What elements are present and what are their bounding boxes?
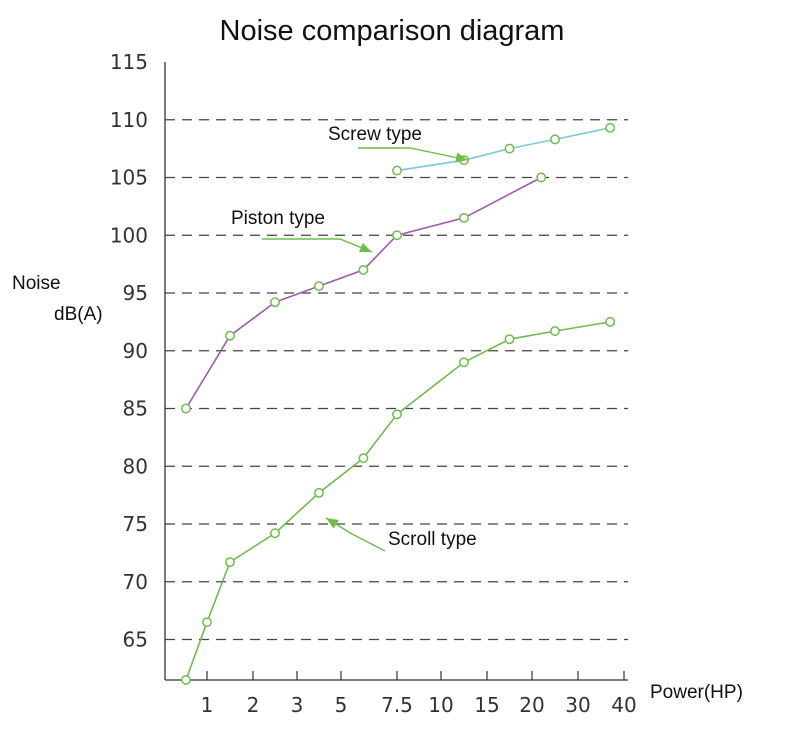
piston-type-point xyxy=(314,281,324,292)
x-tick-label: 20 xyxy=(519,693,544,717)
scroll-type-line xyxy=(185,321,611,681)
y-axis-label-line2: dB(A) xyxy=(54,304,103,325)
y-tick-label: 65 xyxy=(123,628,148,652)
x-tick-label: 15 xyxy=(474,693,499,717)
gridlines xyxy=(165,119,628,641)
y-tick-label: 75 xyxy=(123,512,148,536)
scroll-type-point xyxy=(358,453,369,464)
scroll-type-point xyxy=(314,487,324,498)
scroll-type-point xyxy=(202,617,212,628)
piston-type-point xyxy=(536,172,547,183)
piston-type-annotation: Piston type xyxy=(231,208,325,229)
y-tick-label: 110 xyxy=(110,108,148,132)
y-tick-label: 85 xyxy=(123,397,148,421)
screw-type-line xyxy=(396,127,611,172)
x-tick-label: 2 xyxy=(247,693,260,717)
series-layer xyxy=(181,122,616,685)
y-tick-label: 95 xyxy=(123,281,148,305)
piston-type-leader-line xyxy=(262,238,373,253)
x-tick-label: 3 xyxy=(291,693,304,717)
y-tick-label: 115 xyxy=(110,50,148,74)
screw-type-arrowhead xyxy=(455,152,468,163)
piston-type-point xyxy=(181,403,191,414)
piston-type-point xyxy=(270,297,280,308)
x-tick-label: 10 xyxy=(428,693,453,717)
piston-type-line xyxy=(185,176,542,409)
x-tick-label: 7.5 xyxy=(381,693,413,717)
y-tick-label: 70 xyxy=(123,570,148,594)
scroll-type-point xyxy=(504,334,515,345)
piston-type-arrowhead xyxy=(359,242,372,253)
piston-type-point xyxy=(459,212,469,223)
x-tick-label: 1 xyxy=(201,693,214,717)
y-axis-label-line1: Noise xyxy=(12,273,61,294)
screw-type-annotation: Screw type xyxy=(328,124,422,145)
piston-type-point xyxy=(392,230,402,241)
screw-type-point xyxy=(392,165,402,176)
chart-title: Noise comparison diagram xyxy=(220,15,565,47)
screw-type-point xyxy=(550,134,560,145)
screw-type-leader-line xyxy=(358,147,469,161)
x-tick-label: 30 xyxy=(565,693,590,717)
scroll-type-point xyxy=(270,528,280,539)
scroll-type-point xyxy=(181,674,191,685)
screw-type-point xyxy=(605,122,616,133)
annotations-layer: Screw type Piston type Scroll type xyxy=(231,124,477,552)
scroll-type-annotation: Scroll type xyxy=(388,529,477,550)
y-tick-label: 100 xyxy=(110,223,148,247)
scroll-type-point xyxy=(459,357,469,368)
screw-type-point xyxy=(504,143,515,154)
y-tick-label: 80 xyxy=(123,454,148,478)
piston-type-point xyxy=(358,264,369,275)
y-tick-label: 105 xyxy=(110,166,148,190)
scroll-type-arrowhead xyxy=(326,518,339,529)
piston-type-point xyxy=(225,330,235,341)
x-tick-label: 5 xyxy=(335,693,348,717)
axes: 65 70 75 80 85 90 95 100 105 110 115 1 2 3 5 7.5 10 15 20 3… xyxy=(110,50,637,717)
y-tick-label: 90 xyxy=(123,339,148,363)
scroll-type-point xyxy=(605,316,616,327)
scroll-type-point xyxy=(392,409,402,420)
scroll-type-point xyxy=(225,557,235,568)
x-axis-label: Power(HP) xyxy=(650,682,743,703)
x-tick-label: 40 xyxy=(611,693,636,717)
scroll-type-point xyxy=(550,326,560,337)
